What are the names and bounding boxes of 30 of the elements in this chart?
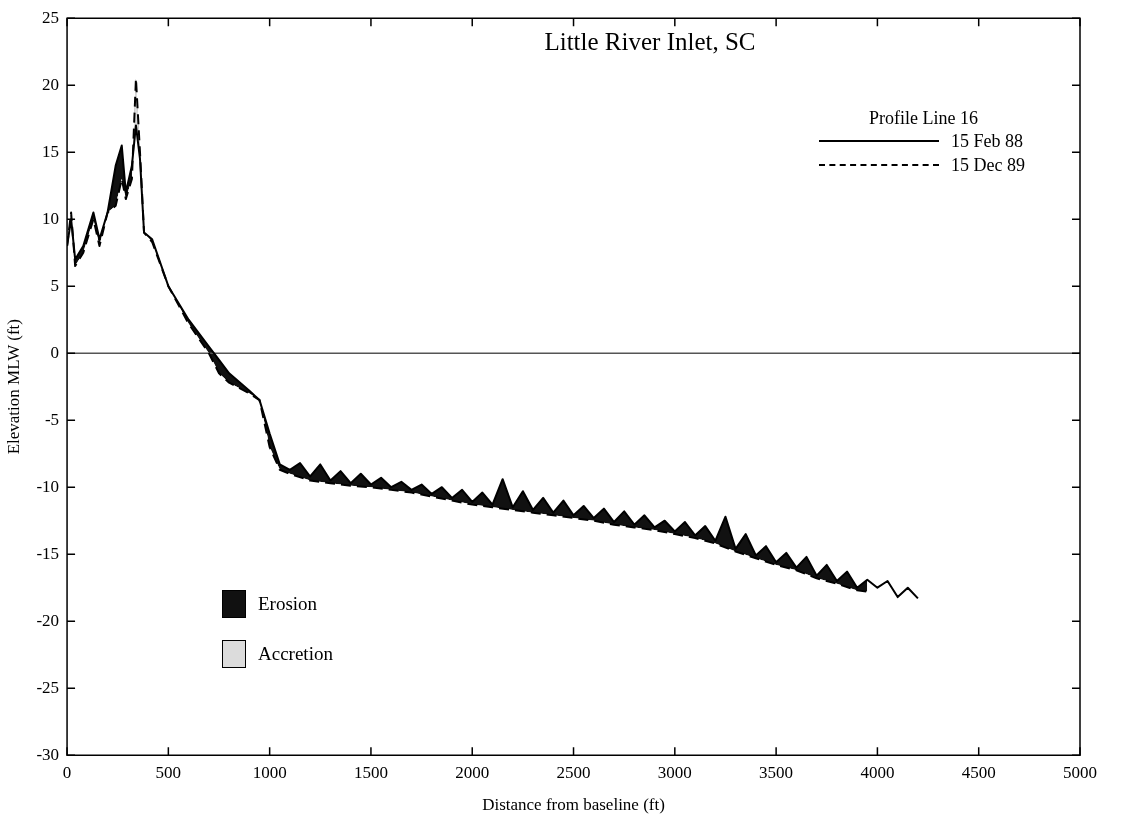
text: 15 Dec 89	[951, 154, 1025, 176]
chart-title: Little River Inlet, SC	[543, 28, 757, 56]
x-axis-title: Distance from baseline (ft)	[482, 795, 665, 815]
y-tick-label: 0	[50, 342, 60, 362]
text: 15 Feb 88	[951, 130, 1024, 152]
y-tick-label: 20	[42, 74, 60, 94]
annotation: Erosion	[258, 593, 318, 615]
x-tick-label: 2500	[556, 762, 591, 782]
y-tick-label: 10	[42, 208, 60, 228]
x-tick-label: 1000	[252, 762, 287, 782]
x-tick-label: 4500	[961, 762, 996, 782]
legend-title: Profile Line 16	[869, 108, 979, 129]
y-tick-label: 5	[50, 275, 60, 295]
x-tick-label: 4000	[860, 762, 895, 782]
y-tick-label: -5	[44, 409, 60, 429]
y-tick-label: -30	[36, 744, 60, 764]
x-tick-label: 1500	[353, 762, 388, 782]
y-tick-label: -20	[36, 610, 60, 630]
annotation: Accretion	[258, 643, 333, 665]
x-tick-label: 5000	[1063, 762, 1097, 782]
x-tick-label: 2000	[455, 762, 490, 782]
x-tick-label: 3000	[657, 762, 692, 782]
y-tick-label: 15	[42, 141, 60, 161]
y-tick-label: 25	[42, 7, 60, 27]
x-tick-label: 500	[155, 762, 182, 782]
y-axis-title: Elevation MLW (ft)	[3, 319, 23, 455]
y-tick-label: -10	[36, 476, 60, 496]
y-tick-label: -25	[36, 677, 60, 697]
y-tick-label: -15	[36, 543, 60, 563]
x-tick-label: 3500	[759, 762, 794, 782]
